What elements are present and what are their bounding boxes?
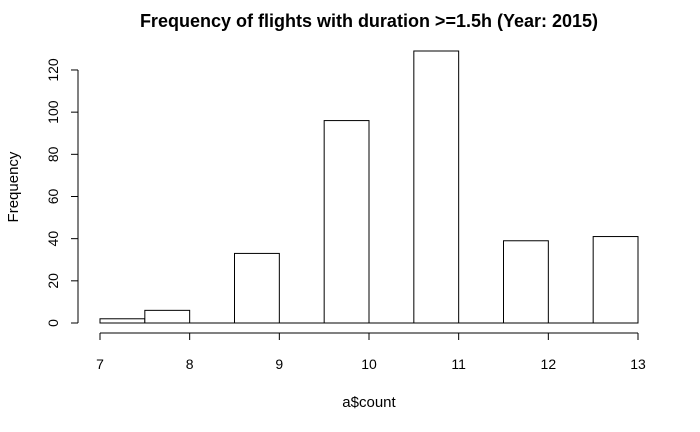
y-tick-label-6: 120 [45,58,61,82]
x-tick-label-3: 10 [361,356,377,372]
histogram-bar-5 [503,240,549,324]
histogram-bar-2 [234,252,280,324]
histogram-bar-4 [413,50,460,324]
histogram-bar-1 [144,309,191,324]
y-axis-label: Frequency [5,151,22,222]
x-tick-label-1: 8 [186,356,194,372]
y-axis: 0 20 40 60 80 100 120 [45,58,79,327]
x-tick-label-0: 7 [96,356,104,372]
y-tick-label-5: 100 [45,100,61,124]
x-tick-label-6: 13 [630,356,646,372]
x-axis: 7 8 9 10 11 12 13 [96,332,646,372]
y-tick-label-0: 0 [45,319,61,327]
x-axis-label: a$count [342,394,396,411]
y-tick-label-2: 40 [45,231,61,247]
y-tick-label-1: 20 [45,273,61,289]
chart-title: Frequency of flights with duration >=1.5… [140,11,598,31]
y-tick-label-3: 60 [45,188,61,204]
x-tick-label-2: 9 [275,356,283,372]
x-tick-label-4: 11 [451,356,466,372]
x-tick-label-5: 12 [541,356,557,372]
bars-group [99,50,639,324]
histogram-bar-6 [592,236,639,324]
histogram-bar-0 [99,318,146,324]
histogram-bar-3 [323,120,370,324]
y-tick-label-4: 80 [45,146,61,162]
